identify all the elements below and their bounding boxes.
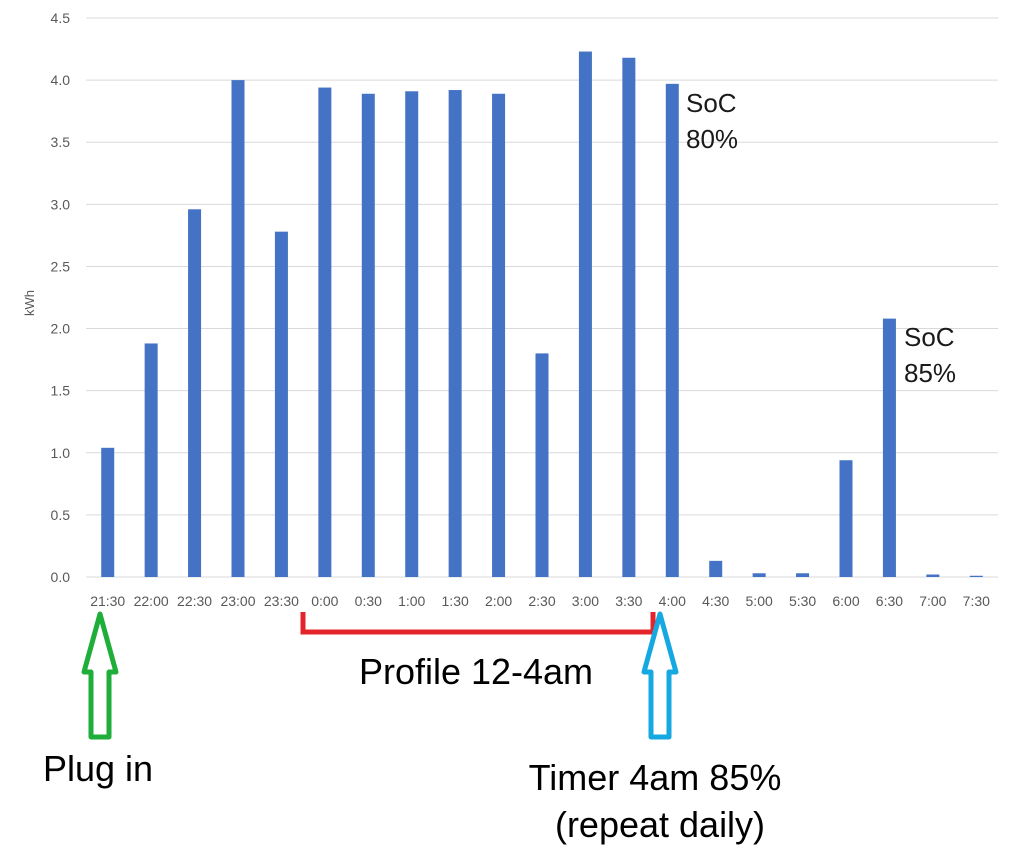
x-tick-label: 22:00 [134, 593, 169, 609]
timer-label-line2: (repeat daily) [555, 804, 765, 845]
soc-85-note: SoC 85% [904, 322, 962, 388]
y-axis-ticks: 0.0 0.5 1.0 1.5 2.0 2.5 3.0 3.5 4.0 4.5 [51, 10, 71, 585]
y-tick-label: 2.0 [51, 321, 71, 337]
x-tick-label: 0:30 [355, 593, 382, 609]
bar [101, 447, 115, 577]
y-tick-label: 1.5 [51, 383, 71, 399]
bars [101, 51, 983, 578]
bar [665, 83, 679, 578]
bar [709, 560, 723, 577]
bar [622, 57, 636, 578]
y-tick-label: 2.5 [51, 258, 71, 274]
bar [188, 209, 202, 577]
x-tick-label: 23:00 [220, 593, 255, 609]
plug-in-label: Plug in [43, 748, 153, 789]
bar [231, 80, 245, 577]
x-tick-label: 3:30 [615, 593, 642, 609]
bar [144, 343, 158, 577]
profile-label: Profile 12-4am [359, 651, 593, 692]
timer-arrow-icon [641, 611, 679, 740]
y-tick-label: 4.0 [51, 72, 71, 88]
bar [796, 573, 810, 577]
bar [535, 353, 549, 577]
bar [274, 231, 288, 577]
x-tick-label: 4:00 [659, 593, 686, 609]
x-tick-label: 6:00 [832, 593, 859, 609]
bar [752, 573, 766, 577]
y-tick-label: 0.5 [51, 507, 71, 523]
bar [578, 51, 592, 578]
bar [448, 90, 462, 577]
profile-bracket [300, 612, 656, 635]
bar [405, 91, 419, 578]
plug-in-arrow-icon [81, 611, 119, 740]
y-tick-label: 3.0 [51, 196, 71, 212]
x-tick-label: 5:00 [746, 593, 773, 609]
x-axis-ticks: 21:30 22:00 22:30 23:00 23:30 0:00 0:30 1:00 1:3… [90, 593, 990, 609]
x-tick-label: 22:30 [177, 593, 212, 609]
y-tick-label: 4.5 [51, 10, 71, 26]
y-tick-label: 1.0 [51, 445, 71, 461]
x-tick-label: 5:30 [789, 593, 816, 609]
x-tick-label: 4:30 [702, 593, 729, 609]
bar [318, 87, 332, 577]
x-tick-label: 2:30 [528, 593, 555, 609]
bar [926, 574, 940, 577]
x-tick-label: 2:00 [485, 593, 512, 609]
bar [969, 575, 983, 577]
x-tick-label: 21:30 [90, 593, 125, 609]
soc-85-line2: 85% [904, 358, 956, 388]
bar [882, 318, 896, 577]
x-tick-label: 1:00 [398, 593, 425, 609]
bar [492, 93, 506, 577]
y-tick-label: 3.5 [51, 134, 71, 150]
soc-80-line1: SoC [686, 88, 737, 118]
y-axis-title: kWh [22, 290, 37, 316]
soc-85-line1: SoC [904, 322, 955, 352]
x-tick-label: 1:30 [442, 593, 469, 609]
x-tick-label: 3:00 [572, 593, 599, 609]
x-tick-label: 7:00 [919, 593, 946, 609]
x-tick-label: 6:30 [876, 593, 903, 609]
soc-80-note: SoC 80% [686, 88, 744, 154]
x-tick-label: 23:30 [264, 593, 299, 609]
x-tick-label: 7:30 [963, 593, 990, 609]
timer-label-line1: Timer 4am 85% [529, 757, 782, 798]
soc-80-line2: 80% [686, 124, 738, 154]
bar [361, 93, 375, 577]
bar [839, 460, 853, 577]
x-tick-label: 0:00 [311, 593, 338, 609]
timer-label: Timer 4am 85% (repeat daily) [529, 757, 792, 845]
y-tick-label: 0.0 [51, 569, 71, 585]
